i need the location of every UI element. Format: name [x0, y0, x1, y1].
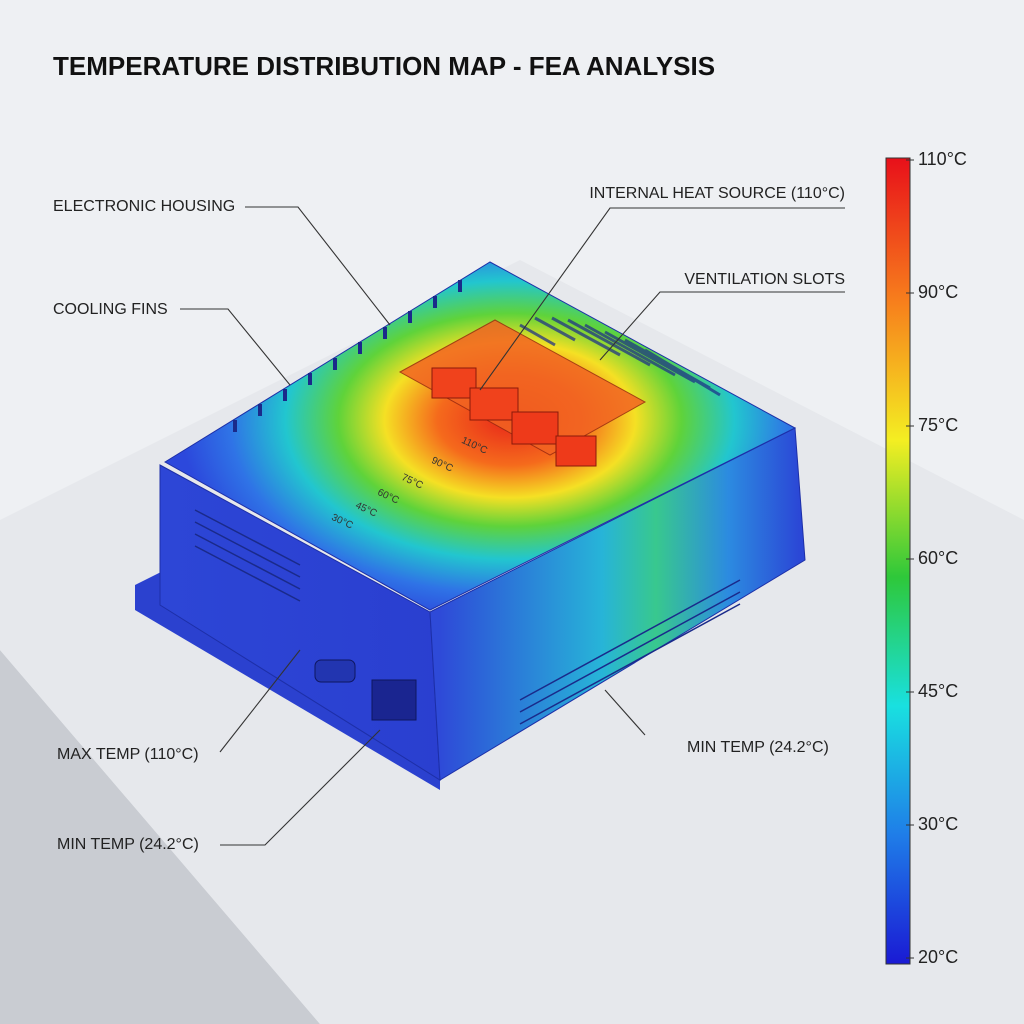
callout: MAX TEMP (110°C)	[57, 746, 199, 763]
callout: MIN TEMP (24.2°C)	[57, 836, 199, 853]
callout: ELECTRONIC HOUSING	[53, 198, 235, 215]
housing	[135, 261, 806, 790]
tick-label: 75°C	[918, 415, 958, 435]
side-vents	[194, 509, 741, 725]
color-bar	[885, 157, 911, 965]
callout: COOLING FINS	[53, 301, 168, 318]
callout: MIN TEMP (24.2°C)	[687, 739, 829, 756]
tick-label: 90°C	[918, 282, 958, 302]
vent-slots	[519, 316, 721, 397]
heat-pocket	[398, 319, 647, 456]
callout: VENTILATION SLOTS	[684, 271, 845, 288]
side-right	[429, 427, 806, 781]
callout: INTERNAL HEAT SOURCE (110°C)	[589, 185, 845, 202]
color-bar-ticks: 110°C 90°C 75°C 60°C 45°C 30°C 20°C	[906, 149, 967, 967]
leader-lines	[180, 206, 845, 846]
heat-source	[555, 435, 597, 467]
tick-label: 20°C	[918, 947, 958, 967]
heat-source	[431, 367, 477, 399]
tick-label: 45°C	[918, 681, 958, 701]
heat-source	[469, 387, 519, 421]
tick-label: 110°C	[918, 149, 967, 169]
title: TEMPERATURE DISTRIBUTION MAP - FEA ANALY…	[53, 51, 715, 81]
tick-label: 30°C	[918, 814, 958, 834]
heat-source	[511, 411, 559, 445]
serial-port	[314, 659, 356, 683]
tick-label: 60°C	[918, 548, 958, 568]
cooling-fins	[233, 280, 462, 432]
power-port	[371, 679, 417, 721]
